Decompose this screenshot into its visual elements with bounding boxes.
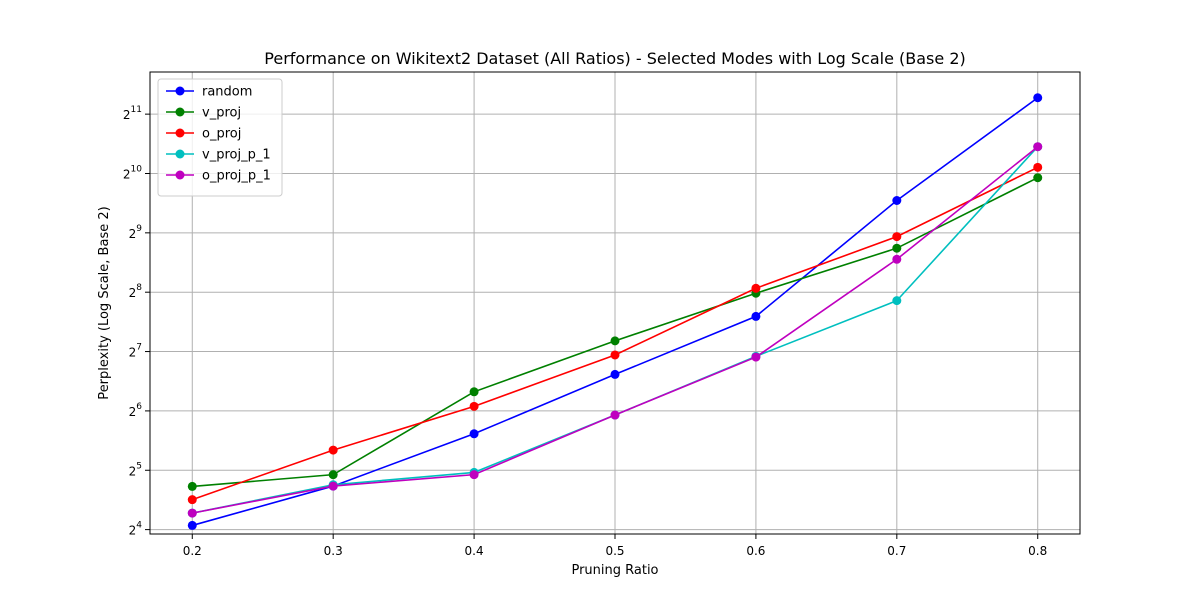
- data-point: [892, 243, 902, 253]
- x-tick-label: 0.5: [605, 544, 624, 558]
- legend-marker: [175, 149, 185, 159]
- data-point: [610, 350, 620, 360]
- data-point: [751, 352, 761, 362]
- legend-label: o_proj_p_1: [202, 169, 271, 184]
- data-point: [328, 470, 338, 480]
- data-point: [610, 336, 620, 346]
- data-point: [187, 508, 197, 518]
- legend-label: v_proj: [202, 106, 241, 121]
- x-tick-label: 0.2: [183, 544, 202, 558]
- x-tick-label: 0.3: [324, 544, 343, 558]
- legend-box: [157, 78, 283, 197]
- legend-marker: [175, 128, 185, 138]
- y-tick-label: 27: [129, 343, 142, 360]
- legend-marker: [175, 86, 185, 96]
- data-point: [469, 387, 479, 397]
- legend-label: o_proj: [202, 127, 241, 142]
- data-point: [1033, 142, 1043, 152]
- y-tick-label: 28: [129, 283, 143, 300]
- data-point: [187, 495, 197, 505]
- x-tick-label: 0.4: [465, 544, 484, 558]
- legend: random v_proj o_proj v_proj_p_1 o_proj_p_1: [157, 78, 283, 197]
- y-tick-label: 29: [129, 224, 143, 241]
- legend-item: random: [166, 85, 252, 100]
- data-point: [469, 401, 479, 411]
- y-tick-label: 26: [129, 402, 143, 419]
- data-point: [892, 296, 902, 306]
- data-point: [892, 232, 902, 242]
- data-point: [892, 254, 902, 264]
- data-point: [751, 283, 761, 293]
- legend-label: random: [202, 85, 252, 100]
- x-tick-label: 0.8: [1028, 544, 1047, 558]
- data-point: [892, 195, 902, 205]
- y-tick-label: 24: [129, 521, 143, 538]
- series-o_proj: [187, 162, 1043, 505]
- y-axis-label: Perplexity (Log Scale, Base 2): [97, 206, 112, 399]
- x-tick-label: 0.7: [887, 544, 906, 558]
- legend-item: v_proj_p_1: [166, 148, 271, 163]
- series-layer: [187, 93, 1043, 530]
- x-tick-label: 0.6: [746, 544, 765, 558]
- data-point: [610, 410, 620, 420]
- x-axis-label: Pruning Ratio: [571, 563, 658, 578]
- y-tick-label: 25: [129, 461, 142, 478]
- legend-item: v_proj: [166, 106, 241, 121]
- y-tick-label: 211: [123, 105, 142, 122]
- data-point: [187, 481, 197, 491]
- legend-marker: [175, 107, 185, 117]
- data-point: [1033, 173, 1043, 183]
- data-point: [187, 520, 197, 530]
- data-point: [1033, 93, 1043, 103]
- legend-item: o_proj: [166, 127, 241, 142]
- data-point: [610, 369, 620, 379]
- series-o_proj_p_1: [187, 142, 1043, 518]
- data-point: [751, 311, 761, 321]
- y-tick-label: 210: [123, 164, 142, 181]
- data-point: [1033, 162, 1043, 172]
- data-point: [328, 481, 338, 491]
- data-point: [469, 470, 479, 480]
- data-point: [469, 429, 479, 439]
- legend-label: v_proj_p_1: [202, 148, 271, 163]
- legend-item: o_proj_p_1: [166, 169, 271, 184]
- data-point: [328, 445, 338, 455]
- axis-ticks: 0.2 0.3 0.4 0.5 0.6 0.7 0.8 24 25 26 27 28 29 210 211: [123, 105, 1047, 558]
- legend-marker: [175, 170, 185, 180]
- series-v_proj: [187, 173, 1043, 491]
- chart-title: Performance on Wikitext2 Dataset (All Ra…: [264, 49, 965, 68]
